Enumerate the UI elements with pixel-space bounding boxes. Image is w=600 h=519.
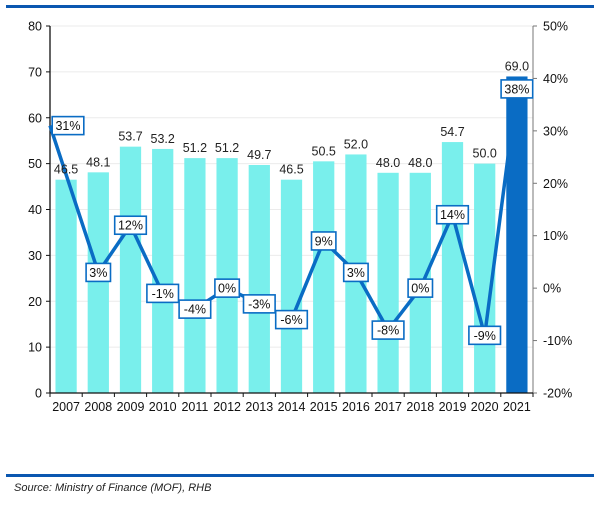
pct-label: 3%	[347, 266, 365, 280]
top-rule	[6, 5, 594, 8]
y-tick-label: 30	[28, 249, 42, 263]
pct-label: 9%	[315, 234, 333, 248]
y2-tick-label: -20%	[543, 387, 572, 401]
bottom-rule	[6, 474, 594, 477]
pct-label-box	[407, 278, 434, 298]
pct-label: -9%	[474, 329, 496, 343]
bar-labels: 46.5 48.1 53.7 53.2 51.2 51.2 49.7 46.5 50.5 52.0…	[54, 59, 529, 176]
y-tick-label: 10	[28, 341, 42, 355]
bar	[119, 146, 142, 393]
pct-label: 31%	[55, 119, 80, 133]
bar-value-label: 53.2	[151, 132, 175, 146]
y-tick-label: 80	[28, 20, 42, 34]
bar-value-label: 50.5	[312, 144, 336, 158]
x-tick-label: 2020	[471, 400, 499, 414]
bar	[152, 148, 174, 393]
bar-value-label: 52.0	[344, 137, 368, 151]
x-tick-label: 2018	[406, 400, 434, 414]
y-tick-label: 70	[28, 65, 42, 79]
bar-value-label: 69.0	[505, 59, 529, 73]
y-tick-label: 50	[28, 157, 42, 171]
source-note: Source: Ministry of Finance (MOF), RHB	[14, 482, 212, 494]
pct-label-box	[310, 231, 337, 251]
pct-label: 12%	[118, 219, 143, 233]
pct-label-box	[371, 320, 405, 340]
pct-label-box	[342, 262, 369, 283]
x-tick-label: 2014	[278, 400, 306, 414]
bar	[377, 172, 399, 393]
x-tick-label: 2007	[52, 400, 80, 414]
x-tick-label: 2013	[245, 400, 273, 414]
x-tick-label: 2021	[503, 400, 531, 414]
pct-label-box	[242, 294, 276, 314]
pct-labels: 31% 3% 12% -1% -4% 0% -3% -6% 9% 3% -8% 0% 14% -9% 38%	[51, 79, 534, 346]
bar	[248, 165, 270, 393]
pct-label: 0%	[411, 282, 429, 296]
pct-label: -4%	[184, 303, 206, 317]
bar	[87, 172, 109, 393]
pct-label-box	[146, 283, 180, 304]
x-tick-label: 2008	[84, 400, 112, 414]
y2-tick-label: -10%	[543, 334, 572, 348]
bar-value-label: 50.0	[473, 147, 497, 161]
bar	[313, 161, 335, 393]
bar	[184, 158, 206, 393]
x-tick-label: 2012	[213, 400, 241, 414]
bar-value-label: 48.0	[408, 156, 432, 170]
pct-label-box	[178, 299, 212, 319]
bar-value-label: 53.7	[118, 130, 142, 144]
bar-value-label: 48.1	[86, 155, 110, 169]
ticks: 0 10 20 30 40 50 60 70 80 -20% -10% 0% 10% 20% 30% 40% 5…	[28, 20, 572, 415]
bar	[441, 142, 464, 393]
pct-label: -6%	[280, 313, 302, 327]
y-tick-label: 60	[28, 111, 42, 125]
pct-label-box	[435, 204, 470, 225]
pct-label-box	[500, 79, 534, 99]
pct-label-box	[468, 325, 502, 346]
bar	[55, 179, 77, 393]
bar	[216, 158, 238, 393]
bar	[506, 76, 528, 394]
y-tick-label: 20	[28, 295, 42, 309]
pct-label-box	[85, 262, 112, 283]
y2-tick-label: 30%	[543, 124, 568, 138]
pct-label-box	[274, 309, 309, 330]
bar-value-label: 51.2	[183, 141, 207, 155]
pct-label: 14%	[440, 208, 465, 222]
x-tick-label: 2010	[149, 400, 177, 414]
y2-tick-label: 50%	[543, 20, 568, 34]
bar-value-label: 46.5	[54, 163, 78, 177]
pct-label-box	[214, 278, 241, 298]
bar-value-label: 49.7	[247, 148, 271, 162]
x-tick-label: 2017	[374, 400, 402, 414]
bar-value-label: 46.5	[279, 163, 303, 177]
pct-label: -8%	[377, 324, 399, 338]
x-tick-label: 2009	[117, 400, 145, 414]
y-tick-label: 40	[28, 203, 42, 217]
pct-label: 38%	[504, 82, 529, 96]
pct-label: -1%	[152, 287, 174, 301]
y2-tick-label: 0%	[543, 282, 561, 296]
x-tick-label: 2016	[342, 400, 370, 414]
y2-tick-label: 20%	[543, 177, 568, 191]
bars	[55, 76, 528, 394]
bar-value-label: 54.7	[440, 125, 464, 139]
pct-label-box	[113, 215, 148, 236]
x-tick-label: 2011	[181, 400, 208, 414]
pct-label-box	[51, 115, 85, 136]
y-tick-label: 0	[35, 387, 42, 401]
bar-value-label: 48.0	[376, 156, 400, 170]
bar-value-label: 51.2	[215, 141, 239, 155]
y2-tick-label: 10%	[543, 229, 568, 243]
pct-label: 0%	[218, 282, 236, 296]
x-tick-label: 2019	[439, 400, 467, 414]
bar	[280, 179, 303, 393]
pct-label: -3%	[248, 297, 270, 311]
pct-label: 3%	[89, 266, 107, 280]
x-tick-label: 2015	[310, 400, 338, 414]
y2-tick-label: 40%	[543, 72, 568, 86]
